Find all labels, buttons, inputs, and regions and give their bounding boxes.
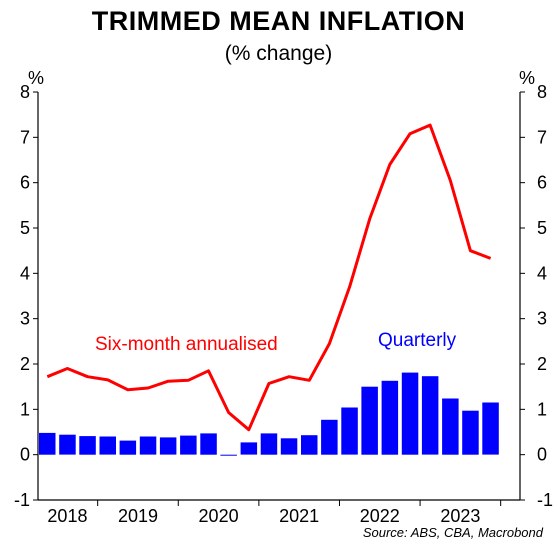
quarterly-bar <box>59 434 76 455</box>
y-tick-label-left: 0 <box>20 445 30 465</box>
quarterly-bar <box>79 436 96 455</box>
y-tick-label-right: 7 <box>537 127 547 147</box>
quarterly-bar <box>442 398 459 455</box>
quarterly-bar <box>180 435 197 455</box>
quarterly-bar <box>462 410 479 455</box>
x-tick-label: 2023 <box>440 506 480 526</box>
quarterly-bar <box>421 376 439 455</box>
y-tick-label-right: 2 <box>537 354 547 374</box>
source-note: Source: ABS, CBA, Macrobond <box>362 525 543 540</box>
quarterly-bar <box>280 438 298 455</box>
quarterly-bar <box>139 436 157 455</box>
annotation-six-month-annualised: Six-month annualised <box>95 334 278 355</box>
x-axis-ticks: 2018 2019 2020 2021 2022 2023 <box>47 500 502 526</box>
chart-title: TRIMMED MEAN INFLATION <box>91 6 466 36</box>
x-tick-label: 2021 <box>279 506 319 526</box>
y-tick-label-left: 1 <box>20 399 30 419</box>
quarterly-bar <box>401 372 419 455</box>
y-tick-label-left: 7 <box>20 127 30 147</box>
y-tick-label-right: 4 <box>537 263 547 283</box>
quarterly-bar <box>301 435 318 455</box>
quarterly-bar <box>200 433 217 455</box>
right-axis-unit: % <box>518 68 535 88</box>
x-tick-label: 2019 <box>118 506 158 526</box>
y-tick-label-left: 8 <box>20 82 30 102</box>
y-tick-label-left: 2 <box>20 354 30 374</box>
y-tick-label-right: 8 <box>537 82 547 102</box>
chart-subtitle: (% change) <box>224 42 333 65</box>
y-tick-label-right: 5 <box>537 218 547 238</box>
y-tick-label-right: 1 <box>537 399 547 419</box>
quarterly-bar <box>482 402 499 455</box>
quarterly-bars <box>39 372 499 456</box>
quarterly-bar <box>361 386 378 455</box>
plot-frame <box>37 92 521 501</box>
y-tick-label-left: 3 <box>20 309 30 329</box>
y-tick-label-left: 6 <box>20 173 30 193</box>
y-tick-label-right: 6 <box>537 173 547 193</box>
x-tick-label: 2018 <box>47 506 87 526</box>
x-tick-label: 2020 <box>199 506 239 526</box>
y-tick-label-left: 5 <box>20 218 30 238</box>
quarterly-bar <box>119 440 137 455</box>
quarterly-bar <box>220 454 237 456</box>
quarterly-bar <box>159 437 177 455</box>
y-tick-label-right: 0 <box>537 445 547 465</box>
quarterly-bar <box>240 442 258 455</box>
x-tick-label: 2022 <box>360 506 400 526</box>
annotation-quarterly: Quarterly <box>378 330 457 351</box>
quarterly-bar <box>260 433 278 455</box>
six-month-annualised-line <box>46 123 492 432</box>
y-axis-ticks: -1 -1 0 0 1 1 2 2 3 3 4 4 5 5 6 6 7 7 8 8 <box>14 82 553 510</box>
quarterly-bar <box>321 419 338 455</box>
quarterly-bar <box>341 407 358 455</box>
quarterly-bar <box>99 436 116 455</box>
y-tick-label-left: 4 <box>20 263 30 283</box>
y-tick-label-right: 3 <box>537 309 547 329</box>
quarterly-bar <box>39 432 56 455</box>
left-axis-unit: % <box>28 68 45 88</box>
y-tick-label-left: -1 <box>14 490 30 510</box>
y-tick-label-right: -1 <box>537 490 553 510</box>
quarterly-bar <box>381 380 399 455</box>
